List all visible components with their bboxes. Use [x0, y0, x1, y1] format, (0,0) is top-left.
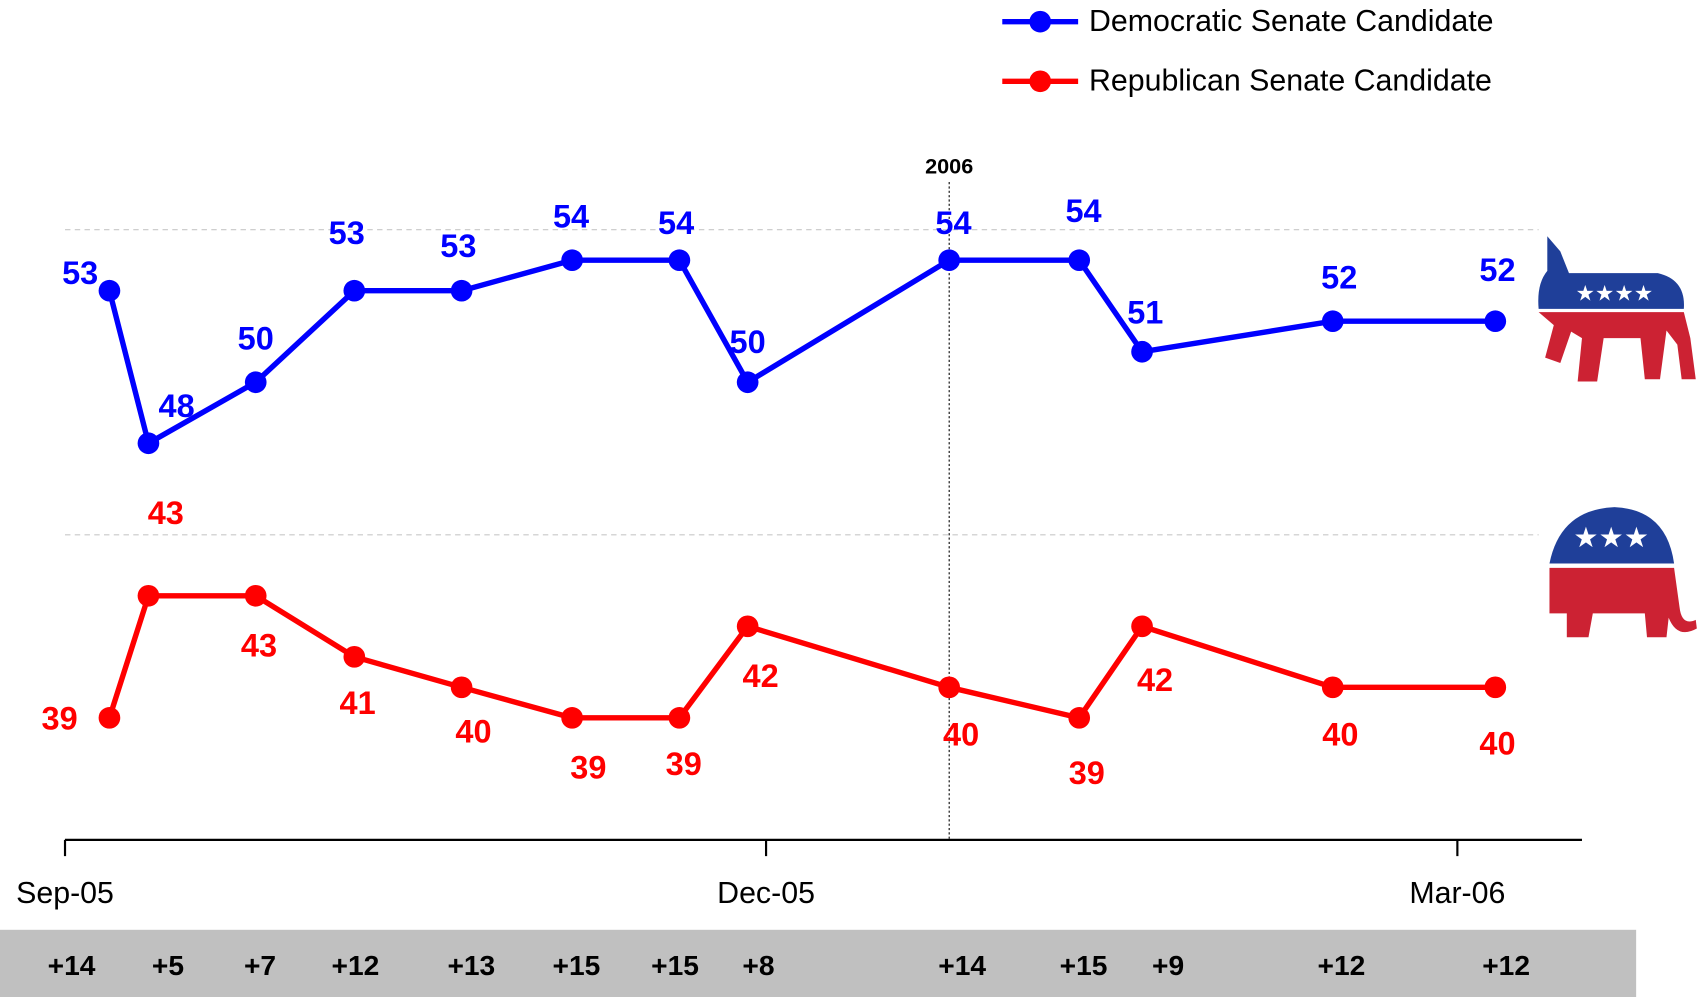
data-point [1068, 706, 1091, 729]
data-label: 42 [743, 658, 779, 694]
data-label: 41 [339, 685, 375, 721]
donkey-icon: ★★★★ [1538, 236, 1696, 382]
data-point [98, 279, 121, 302]
data-point [561, 249, 583, 272]
x-tick-label: Sep-05 [16, 877, 114, 910]
data-label: 40 [1479, 725, 1515, 761]
margin-label: +12 [1318, 949, 1366, 981]
data-label: 50 [238, 321, 274, 357]
data-label: 54 [553, 199, 589, 235]
data-label: 39 [1069, 755, 1105, 791]
data-label: 52 [1321, 260, 1357, 296]
legend-label: Republican Senate Candidate [1089, 64, 1492, 97]
data-point [1131, 340, 1153, 363]
data-label: 53 [440, 228, 476, 264]
data-point [98, 706, 121, 729]
margin-band [0, 929, 1637, 997]
data-point [1321, 676, 1344, 699]
legend-marker [1029, 70, 1052, 93]
margin-label: +13 [447, 949, 495, 981]
series-line [106, 257, 1496, 446]
series-line [106, 593, 1496, 721]
data-label: 40 [943, 717, 979, 753]
x-tick-label: Dec-05 [717, 877, 815, 910]
margin-label: +12 [1482, 949, 1530, 981]
data-label: 39 [666, 746, 702, 782]
margin-label: +14 [938, 949, 986, 981]
svg-text:★★★★: ★★★★ [1576, 280, 1654, 305]
data-point [137, 432, 160, 455]
data-label: 54 [935, 205, 971, 241]
margin-label: +7 [244, 949, 276, 981]
margin-label: +15 [651, 949, 699, 981]
elephant-icon: ★★★ [1549, 507, 1697, 638]
data-label: 50 [730, 324, 766, 360]
data-label: 39 [570, 749, 606, 785]
data-point [938, 676, 961, 699]
margin-label: +9 [1152, 949, 1184, 981]
data-label: 51 [1127, 294, 1163, 330]
data-point [137, 584, 160, 607]
data-point [1484, 310, 1507, 333]
data-label: 48 [159, 388, 195, 424]
data-point [736, 371, 759, 394]
data-label: 52 [1479, 252, 1515, 288]
data-label: 43 [241, 627, 277, 663]
legend-label: Democratic Senate Candidate [1089, 5, 1494, 38]
margin-label: +15 [1060, 949, 1108, 981]
data-label: 53 [62, 255, 98, 291]
data-label: 53 [329, 215, 365, 251]
data-point [561, 706, 583, 729]
year-annotation: 2006 [925, 154, 973, 179]
data-label: 54 [1065, 193, 1101, 229]
data-point [450, 676, 473, 699]
data-point [1068, 249, 1091, 272]
data-label: 42 [1137, 662, 1173, 698]
data-point [244, 371, 267, 394]
data-point [668, 249, 691, 272]
legend-marker [1029, 10, 1052, 33]
data-label: 39 [42, 701, 78, 737]
margin-label: +15 [553, 949, 601, 981]
data-point [450, 279, 473, 302]
data-label: 54 [658, 205, 694, 241]
data-point [1321, 310, 1344, 333]
data-point [244, 584, 267, 607]
margin-label: +12 [332, 949, 380, 981]
data-point [343, 645, 366, 668]
data-point [938, 249, 961, 272]
x-tick-label: Mar-06 [1409, 877, 1505, 910]
data-label: 40 [1322, 717, 1358, 753]
data-point [343, 279, 366, 302]
data-label: 40 [455, 713, 491, 749]
svg-text:★★★: ★★★ [1573, 521, 1649, 553]
data-point [736, 615, 759, 638]
margin-label: +8 [742, 949, 774, 981]
data-point [1131, 615, 1153, 638]
margin-label: +14 [48, 949, 96, 981]
data-point [668, 706, 691, 729]
margin-label: +5 [152, 949, 184, 981]
data-point [1484, 676, 1507, 699]
data-label: 43 [148, 495, 184, 531]
